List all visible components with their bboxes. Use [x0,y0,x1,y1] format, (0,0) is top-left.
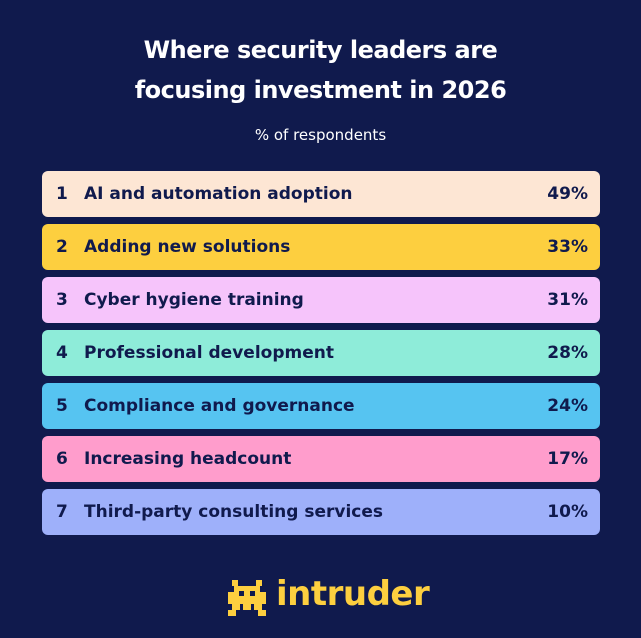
list-row: 3 Cyber hygiene training 31% [42,277,600,323]
row-label: Third-party consulting services [84,502,384,522]
row-value: 33% [547,237,588,257]
rank: 1 [56,184,68,204]
row-label: Professional development [84,343,334,363]
row-value: 31% [547,290,588,310]
row-value: 49% [547,184,588,204]
list-row: 4 Professional development 28% [42,330,600,376]
rank: 6 [56,449,68,469]
list-row: 5 Compliance and governance 24% [42,383,600,429]
rank: 3 [56,290,68,310]
row-value: 24% [547,396,588,416]
rank: 4 [56,343,68,363]
rank: 2 [56,237,68,257]
list-row: 1 AI and automation adoption 49% [42,171,600,217]
row-value: 28% [547,343,588,363]
subtitle: % of respondents [254,126,387,144]
rank: 5 [56,396,68,416]
row-value: 10% [547,502,588,522]
row-label: Cyber hygiene training [84,290,304,310]
brand-name: intruder [276,574,430,614]
brand-icon [228,580,266,616]
row-label: Increasing headcount [84,449,292,469]
title-line: Where security leaders are [143,36,498,64]
row-label: AI and automation adoption [84,184,353,204]
list-row: 7 Third-party consulting services 10% [42,489,600,535]
row-label: Adding new solutions [84,237,291,257]
row-label: Compliance and governance [84,396,355,416]
rank: 7 [56,502,68,522]
list-row: 2 Adding new solutions 33% [42,224,600,270]
list-row: 6 Increasing headcount 17% [42,436,600,482]
title-line: focusing investment in 2026 [134,76,507,104]
row-value: 17% [547,449,588,469]
